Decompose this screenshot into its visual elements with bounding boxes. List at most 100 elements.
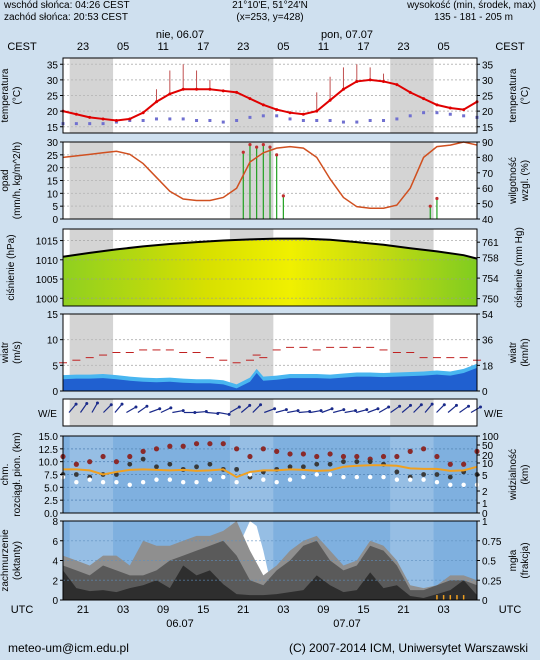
cloud-top-mid-point <box>394 469 400 475</box>
wind-direction-arrow <box>470 406 481 414</box>
precipitation-marker <box>261 142 265 147</box>
bottom-timezone-right: UTC <box>499 604 522 616</box>
cloud-base-point <box>341 474 346 480</box>
precipitation-marker <box>275 153 279 157</box>
left-tick-label: 6 <box>52 537 58 548</box>
cloud-top-high-point <box>380 453 387 460</box>
right-tick-label: 30 <box>482 76 494 87</box>
wind-arrow-head <box>158 407 162 411</box>
wind-arrow-head <box>95 401 99 405</box>
cloud-top-mid-point <box>327 461 333 467</box>
wind-direction-arrow <box>149 408 160 414</box>
cloud-base-point <box>327 472 333 477</box>
right-tick-label: 0 <box>482 509 488 520</box>
wind-direction-arrow <box>195 410 207 414</box>
cloud-base-point <box>287 477 293 482</box>
dewpoint-point <box>208 119 212 122</box>
bottom-tick-label: 03 <box>277 604 289 616</box>
wind-arrow-head <box>409 403 413 407</box>
temperature-point <box>261 103 265 107</box>
bottom-tick-label: 09 <box>317 604 329 616</box>
top-tick-label: 23 <box>397 41 409 53</box>
left-tick-label: 15 <box>47 177 59 188</box>
height-title: wysokość (min, środek, max) <box>406 0 536 11</box>
temperature-point <box>462 108 466 112</box>
cloud-top-mid-point <box>421 472 426 477</box>
wind-arrow-head <box>398 404 402 408</box>
wind-arrow-head <box>296 409 300 413</box>
wind-direction-arrow <box>252 404 261 413</box>
wind-direction-arrow <box>275 409 287 414</box>
cloud-top-mid-point <box>127 461 133 467</box>
cloud-top-mid-point <box>300 464 306 470</box>
footer-email[interactable]: meteo-um@icm.edu.pl <box>8 641 129 655</box>
dewpoint-point <box>355 120 359 124</box>
cloud-top-high-point <box>354 453 360 460</box>
wind-arrow-head <box>284 408 288 412</box>
cloud-base-point <box>167 477 173 482</box>
bottom-tick-label: 03 <box>437 604 449 616</box>
wind-axis-label: (m/s) <box>12 341 23 364</box>
left-tick-label: 25 <box>47 92 59 103</box>
temperature-point <box>408 90 412 94</box>
dewpoint-point <box>74 122 78 126</box>
temperature-point <box>275 108 279 112</box>
right-tick-label: 50 <box>482 200 494 211</box>
temperature-point <box>221 89 225 93</box>
temperature-point <box>114 119 118 122</box>
dewpoint-point <box>395 117 399 121</box>
left-tick-label: 15 <box>47 310 59 321</box>
grid-point-text: (x=253, y=428) <box>236 12 303 23</box>
left-tick-label: 5 <box>52 202 58 213</box>
temperature-point <box>435 103 439 107</box>
cloud-top-mid-point <box>447 474 453 480</box>
temperature-point <box>315 109 319 113</box>
temperature-point <box>128 117 132 121</box>
top-tick-label: 11 <box>318 41 329 53</box>
bottom-tick-label: 21 <box>77 604 89 616</box>
precipitation-marker <box>428 204 432 208</box>
sunset-text: zachód słońca: 20:53 CEST <box>4 12 128 23</box>
right-tick-label: 1 <box>482 499 488 510</box>
wind-direction-arrow <box>91 402 98 413</box>
precipitation-marker <box>241 150 245 154</box>
left-tick-label: 25 <box>47 151 59 162</box>
cloud-top-high-point <box>140 448 146 454</box>
humidity-axis-label: wilgotność <box>508 157 519 205</box>
top-tick-label: 17 <box>357 41 369 53</box>
panel-pressure: 1000 1005 1010 1015 750 754 758 761 ciśnienie (h… <box>6 227 525 308</box>
panel-border <box>62 228 478 307</box>
wind-arrow-head <box>273 407 277 411</box>
wind-arrow-head <box>319 409 323 413</box>
footer-copyright: (C) 2007-2014 ICM, Uniwersytet Warszawsk… <box>289 641 528 655</box>
wind-arrow-head <box>169 406 173 410</box>
right-tick-label: 54 <box>482 310 494 321</box>
cloud-top-high-point <box>247 453 253 460</box>
compass-label-right: W/E <box>484 409 503 420</box>
panel-border <box>62 313 478 392</box>
wind-axis-label-right: wiatr <box>508 341 519 364</box>
cloud-top-high-point <box>193 441 200 447</box>
cloud-top-mid-point <box>167 461 173 467</box>
wind-direction-arrow <box>114 403 123 413</box>
dewpoint-point <box>195 119 199 122</box>
left-tick-label: 10 <box>47 336 59 347</box>
bottom-timezone-left: UTC <box>11 604 34 616</box>
right-tick-label: 18 <box>482 361 494 372</box>
top-tick-label: 05 <box>277 41 289 53</box>
wind-direction-arrow <box>229 406 240 414</box>
wind-arrow-head <box>74 402 78 406</box>
cloud-base-point <box>140 480 146 485</box>
cloud-top-high-point <box>434 453 440 460</box>
top-tick-label: 17 <box>197 41 209 53</box>
sunrise-text: wschód słońca: 04:26 CEST <box>3 0 130 11</box>
cloud-base-point <box>354 474 360 480</box>
cloud-top-high-point <box>447 461 453 467</box>
wind-direction-arrow <box>447 404 457 413</box>
top-day1-label: nie, 06.07 <box>156 29 204 41</box>
cloud-extent-axis-label: rozciągł. pion. (km) <box>12 432 23 516</box>
cloud-top-mid-point <box>367 459 373 465</box>
temperature-point <box>168 92 172 96</box>
